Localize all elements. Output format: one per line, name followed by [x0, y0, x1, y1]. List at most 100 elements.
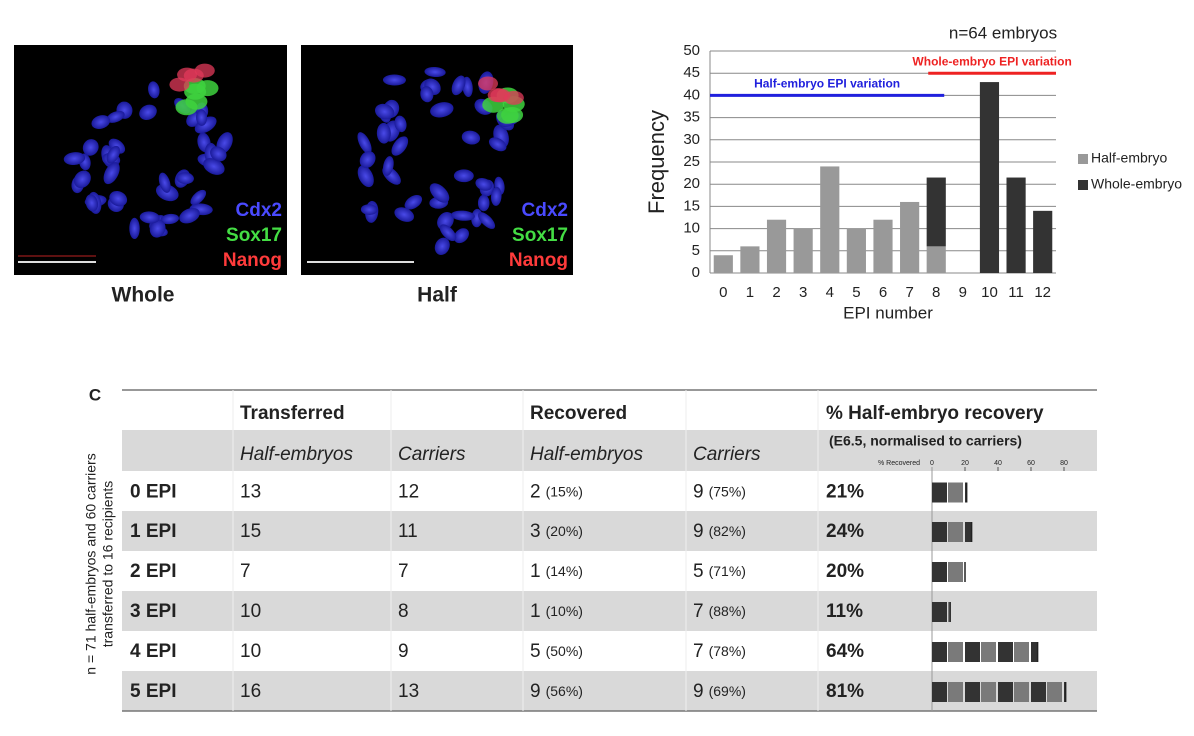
nucleus: [434, 237, 450, 256]
nucleus: [129, 217, 140, 240]
legend-label: Whole-embryo: [1091, 176, 1182, 192]
y-tick-label: 40: [683, 86, 700, 103]
cell-percent: (56%): [546, 683, 583, 699]
cell-count: 5: [693, 561, 704, 582]
y-tick-label: 15: [683, 197, 700, 214]
y-tick-label: 50: [683, 42, 700, 59]
bar: [926, 246, 946, 273]
x-tick-label: 2: [772, 284, 780, 301]
cell-percent: (82%): [709, 523, 746, 539]
nucleus: [63, 152, 86, 165]
nucleus: [109, 190, 128, 207]
nucleus: [357, 132, 372, 154]
column-subheader: (E6.5, normalised to carriers): [829, 433, 1022, 449]
nucleus: [149, 219, 166, 238]
cell: 7: [240, 561, 251, 582]
cell-count: 1: [530, 561, 541, 582]
side-label: transferred to 16 recipients: [100, 481, 116, 648]
nucleus: [382, 74, 406, 86]
sox17-cell: [501, 106, 524, 123]
column-header: % Half-embryo recovery: [826, 403, 1044, 424]
nucleus: [359, 151, 376, 168]
legend-swatch: [1078, 180, 1088, 190]
bar: [873, 219, 893, 273]
mini-tick-label: 80: [1060, 460, 1068, 467]
bar: [766, 219, 787, 273]
bar: [740, 246, 760, 273]
recovery-bar: [932, 482, 967, 503]
sox17-cell: [183, 77, 206, 94]
cell-count: 3: [530, 521, 541, 542]
recovery-value: 64%: [826, 641, 864, 662]
nucleus: [139, 211, 160, 224]
cell: 5 (71%): [693, 561, 746, 582]
column-subheader: Carriers: [693, 444, 761, 465]
cell-count: 1: [530, 601, 541, 622]
cell-percent: (78%): [709, 643, 746, 659]
cell-percent: (71%): [709, 563, 746, 579]
cell-count: 9: [693, 681, 704, 702]
bar: [713, 255, 733, 273]
y-axis-label: Frequency: [644, 110, 669, 214]
cell: 13: [398, 681, 419, 702]
cell: 9 (56%): [530, 681, 583, 702]
y-tick-label: 10: [683, 220, 700, 237]
cell: 1 (10%): [530, 601, 583, 622]
nucleus: [190, 189, 207, 206]
nucleus: [139, 104, 157, 120]
nucleus: [179, 207, 200, 224]
row-label: 5 EPI: [130, 681, 176, 702]
mini-axis-label: % Recovered: [878, 460, 920, 467]
stain-label: Sox17: [512, 225, 568, 246]
bar: [926, 177, 946, 247]
column-subheader: Half-embryos: [240, 444, 353, 465]
bar: [1006, 177, 1026, 273]
nucleus: [158, 172, 171, 193]
column-header: Transferred: [240, 403, 345, 424]
recovery-value: 11%: [826, 601, 863, 622]
recovery-bar: [932, 602, 951, 622]
header-band: [122, 430, 1097, 471]
recovery-bar: [932, 642, 1038, 662]
nucleus: [148, 81, 160, 99]
nucleus: [160, 213, 179, 225]
cell: 13: [240, 482, 261, 503]
recovery-bar: [932, 522, 972, 542]
side-label: n = 71 half-embryos and 60 carriers: [83, 453, 99, 674]
mini-tick-label: 0: [930, 460, 934, 467]
y-tick-label: 25: [683, 153, 700, 170]
bar: [793, 228, 813, 273]
nucleus: [85, 194, 99, 212]
nucleus: [490, 186, 502, 206]
mini-tick-label: 20: [961, 460, 969, 467]
recovery-value: 20%: [826, 561, 864, 582]
panel-caption: Whole: [112, 284, 175, 307]
cell-count: 2: [530, 482, 541, 503]
x-axis-label: EPI number: [843, 303, 933, 322]
cell: 5 (50%): [530, 641, 583, 662]
chart-annotation: n=64 embryos: [949, 23, 1057, 42]
nucleus: [106, 110, 125, 123]
nucleus: [477, 194, 490, 212]
nucleus: [450, 210, 475, 221]
cell-percent: (10%): [546, 603, 583, 619]
nucleus: [420, 86, 434, 103]
nucleus: [404, 195, 423, 210]
row-label: 1 EPI: [130, 521, 176, 542]
stain-label: Nanog: [223, 250, 282, 271]
nucleus: [357, 165, 374, 188]
cell: 3 (20%): [530, 521, 583, 542]
nucleus: [461, 130, 481, 145]
x-tick-label: 0: [719, 284, 727, 301]
cell-percent: (15%): [546, 483, 583, 499]
nucleus: [196, 109, 208, 126]
cell-count: 9: [530, 681, 541, 702]
cell: 9 (75%): [693, 482, 746, 503]
nucleus: [73, 170, 91, 189]
nucleus: [176, 172, 194, 185]
cell: 11: [398, 521, 418, 542]
cell: 15: [240, 521, 261, 542]
panel-label: C: [89, 385, 101, 404]
row-label: 0 EPI: [130, 482, 176, 503]
recovery-bar: [932, 682, 1066, 702]
